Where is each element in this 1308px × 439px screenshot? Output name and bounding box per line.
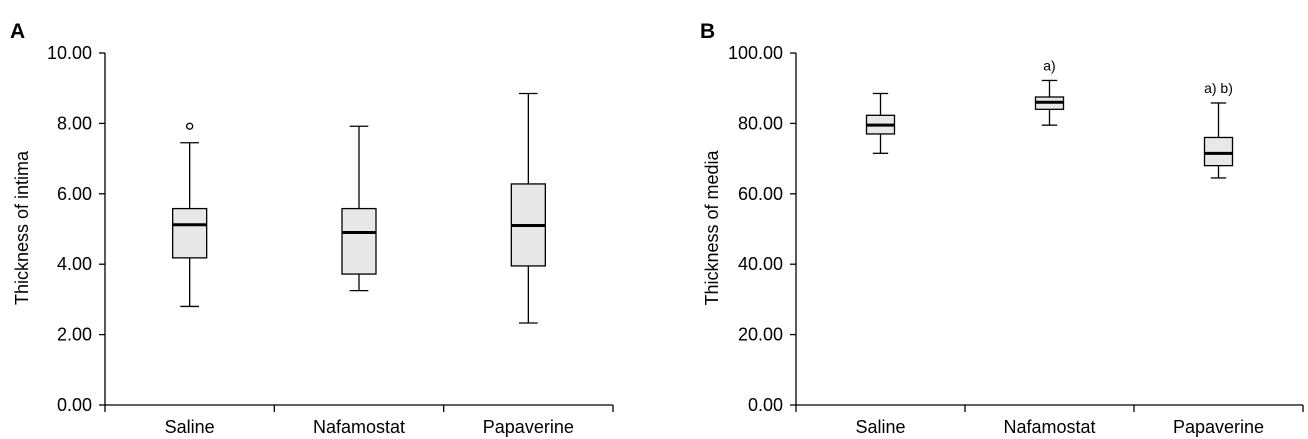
iqr-box — [1203, 136, 1234, 167]
box-saline — [172, 122, 208, 308]
x-category-label: Nafamostat — [313, 417, 405, 437]
y-axis-title: Thickness of media — [702, 149, 722, 305]
panel-letter: A — [10, 20, 25, 43]
x-category-label: Papaverine — [1173, 417, 1264, 437]
box-nafamostat: a) — [1034, 57, 1065, 126]
iqr-box — [341, 207, 377, 275]
y-tick-label: 80.00 — [738, 113, 783, 133]
x-category-label: Saline — [855, 417, 905, 437]
y-tick-label: 40.00 — [738, 254, 783, 274]
panel-letter: B — [700, 20, 715, 43]
box-nafamostat — [341, 125, 377, 292]
outlier-point — [186, 122, 194, 130]
significance-annotation: a) — [1043, 57, 1055, 73]
box-papaverine: a) b) — [1203, 80, 1234, 179]
significance-annotation: a) b) — [1204, 80, 1233, 96]
y-tick-label: 2.00 — [57, 325, 92, 345]
y-tick-label: 0.00 — [57, 395, 92, 415]
iqr-box — [172, 207, 208, 259]
x-category-label: Saline — [165, 417, 215, 437]
y-tick-label: 10.00 — [47, 43, 92, 63]
box-papaverine — [510, 92, 546, 324]
y-axis-title: Thickness of intima — [12, 150, 32, 305]
y-tick-label: 60.00 — [738, 184, 783, 204]
x-category-label: Papaverine — [483, 417, 574, 437]
y-tick-label: 4.00 — [57, 254, 92, 274]
y-tick-label: 0.00 — [748, 395, 783, 415]
y-tick-label: 6.00 — [57, 184, 92, 204]
box-saline — [865, 92, 896, 154]
y-tick-label: 8.00 — [57, 113, 92, 133]
panel-a: A 0.00 2.00 4.00 6.00 8.00 10.00 Thickness of i… — [10, 20, 614, 437]
y-tick-label: 100.00 — [728, 43, 783, 63]
y-tick-label: 20.00 — [738, 325, 783, 345]
x-category-label: Nafamostat — [1003, 417, 1095, 437]
panel-b: B 0.00 20.00 40.00 60.00 80.00 100.00 Thickness… — [700, 20, 1304, 437]
